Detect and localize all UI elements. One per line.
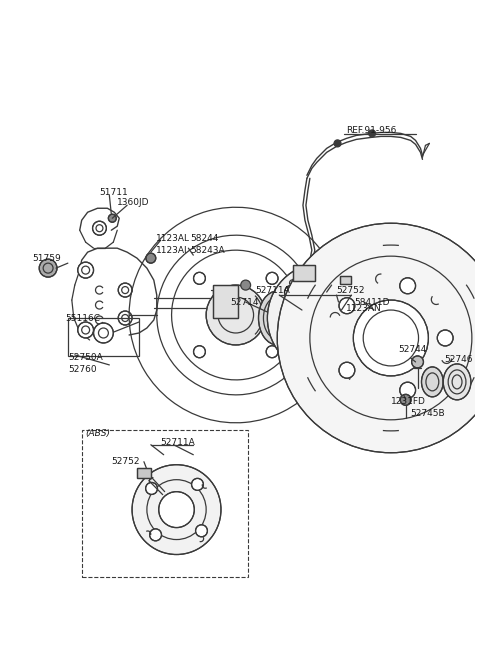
Text: 52744: 52744 — [398, 345, 426, 354]
Circle shape — [289, 342, 303, 356]
Bar — [213, 285, 238, 318]
Bar — [213, 285, 238, 318]
Circle shape — [277, 223, 480, 453]
Circle shape — [193, 272, 205, 284]
Circle shape — [345, 337, 359, 350]
Text: 1123AI: 1123AI — [156, 246, 187, 255]
Text: 1231FD: 1231FD — [391, 398, 426, 406]
Text: 1123AN: 1123AN — [347, 303, 382, 312]
Circle shape — [334, 297, 344, 307]
Circle shape — [333, 249, 340, 257]
Circle shape — [339, 298, 355, 314]
Circle shape — [94, 323, 113, 343]
Circle shape — [118, 283, 132, 297]
Circle shape — [241, 280, 251, 290]
Circle shape — [159, 492, 194, 527]
Text: 58243A: 58243A — [191, 246, 225, 255]
Ellipse shape — [443, 364, 471, 400]
Circle shape — [206, 285, 265, 345]
Circle shape — [266, 272, 278, 284]
Circle shape — [266, 346, 278, 358]
Circle shape — [400, 382, 416, 398]
Bar — [137, 468, 151, 477]
Circle shape — [118, 311, 132, 325]
Bar — [293, 265, 315, 281]
Circle shape — [400, 278, 416, 293]
Circle shape — [150, 529, 161, 541]
Bar — [293, 265, 315, 281]
Text: (ABS): (ABS) — [85, 429, 111, 438]
Text: 52752: 52752 — [111, 457, 140, 466]
Bar — [137, 468, 151, 477]
Text: 52750A: 52750A — [68, 354, 103, 362]
Text: 1123AL: 1123AL — [156, 234, 190, 243]
Circle shape — [145, 483, 157, 495]
Circle shape — [400, 394, 411, 405]
Circle shape — [146, 253, 156, 263]
Circle shape — [193, 346, 205, 358]
Ellipse shape — [421, 367, 443, 397]
Ellipse shape — [259, 291, 296, 345]
Circle shape — [437, 330, 453, 346]
Text: 55116C: 55116C — [65, 314, 100, 322]
Circle shape — [285, 286, 299, 299]
Text: 1360JD: 1360JD — [117, 198, 150, 207]
Text: 52711A: 52711A — [255, 286, 290, 295]
Circle shape — [369, 130, 375, 137]
Text: 52745B: 52745B — [410, 409, 445, 419]
Text: 51711: 51711 — [99, 188, 128, 196]
Text: 52711A: 52711A — [161, 438, 195, 447]
Circle shape — [334, 140, 341, 147]
Text: 52760: 52760 — [68, 365, 96, 375]
Circle shape — [296, 282, 304, 290]
Circle shape — [78, 262, 94, 278]
Text: 58411D: 58411D — [354, 297, 390, 307]
Circle shape — [267, 263, 376, 373]
Circle shape — [362, 286, 371, 295]
Bar — [339, 276, 351, 284]
Text: 51759: 51759 — [32, 253, 61, 263]
Circle shape — [132, 464, 221, 555]
Circle shape — [93, 221, 107, 235]
Text: 52714: 52714 — [230, 297, 258, 307]
Bar — [82, 430, 248, 578]
Circle shape — [78, 322, 94, 338]
Circle shape — [412, 356, 423, 368]
Circle shape — [192, 478, 204, 491]
Bar — [68, 318, 139, 356]
Circle shape — [108, 214, 116, 222]
Text: 52752: 52752 — [336, 286, 365, 295]
Text: 58244: 58244 — [191, 234, 219, 243]
Bar — [339, 276, 351, 284]
Text: REF.91-956: REF.91-956 — [347, 126, 397, 135]
Text: 52746: 52746 — [444, 356, 473, 364]
Circle shape — [195, 525, 207, 536]
Circle shape — [353, 300, 429, 376]
Circle shape — [339, 362, 355, 378]
Circle shape — [340, 280, 354, 295]
Circle shape — [300, 296, 344, 340]
Circle shape — [39, 259, 57, 277]
